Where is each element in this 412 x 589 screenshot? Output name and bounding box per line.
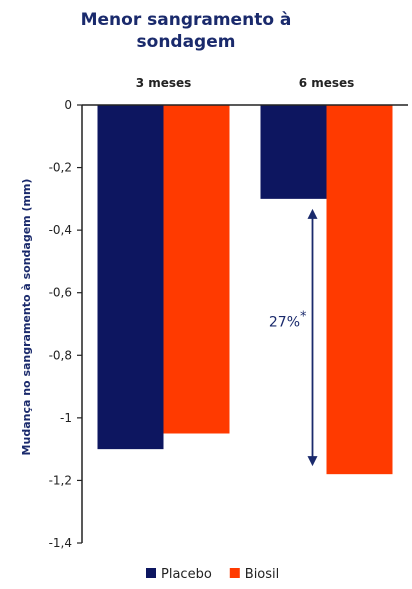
- y-tick-label: -1: [60, 411, 72, 425]
- bar-biosil: [163, 105, 230, 434]
- arrow-head-up: [307, 208, 318, 219]
- legend-swatch-placebo: [146, 568, 156, 578]
- legend-label-placebo: Placebo: [161, 567, 212, 582]
- legend-label-biosil: Biosil: [245, 567, 279, 582]
- y-tick-label: -0,6: [49, 286, 72, 300]
- y-tick-label: 0: [64, 98, 72, 112]
- y-axis-label: Mudança no sangramento à sondagem (mm): [20, 179, 33, 456]
- bar-placebo: [260, 105, 327, 199]
- annotation-percentage: 27%*: [269, 310, 307, 331]
- y-tick-label: -0,4: [49, 223, 72, 237]
- category-label: 3 meses: [136, 76, 192, 90]
- bar-biosil: [326, 105, 393, 475]
- bar-placebo: [97, 105, 164, 450]
- arrow-head-down: [307, 456, 318, 467]
- y-tick-label: -0,2: [49, 161, 72, 175]
- y-tick-label: -1,4: [49, 536, 72, 550]
- chart-title: Menor sangramento à sondagem: [81, 10, 292, 52]
- chart-title-line-2: sondagem: [137, 32, 236, 52]
- y-tick-label: -0,8: [49, 348, 72, 362]
- chart-title-line-1: Menor sangramento à: [81, 10, 292, 30]
- category-label: 6 meses: [299, 76, 355, 90]
- y-tick-label: -1,2: [49, 473, 72, 487]
- annotation-significance-marker: *: [300, 310, 307, 325]
- legend-swatch-biosil: [229, 568, 240, 578]
